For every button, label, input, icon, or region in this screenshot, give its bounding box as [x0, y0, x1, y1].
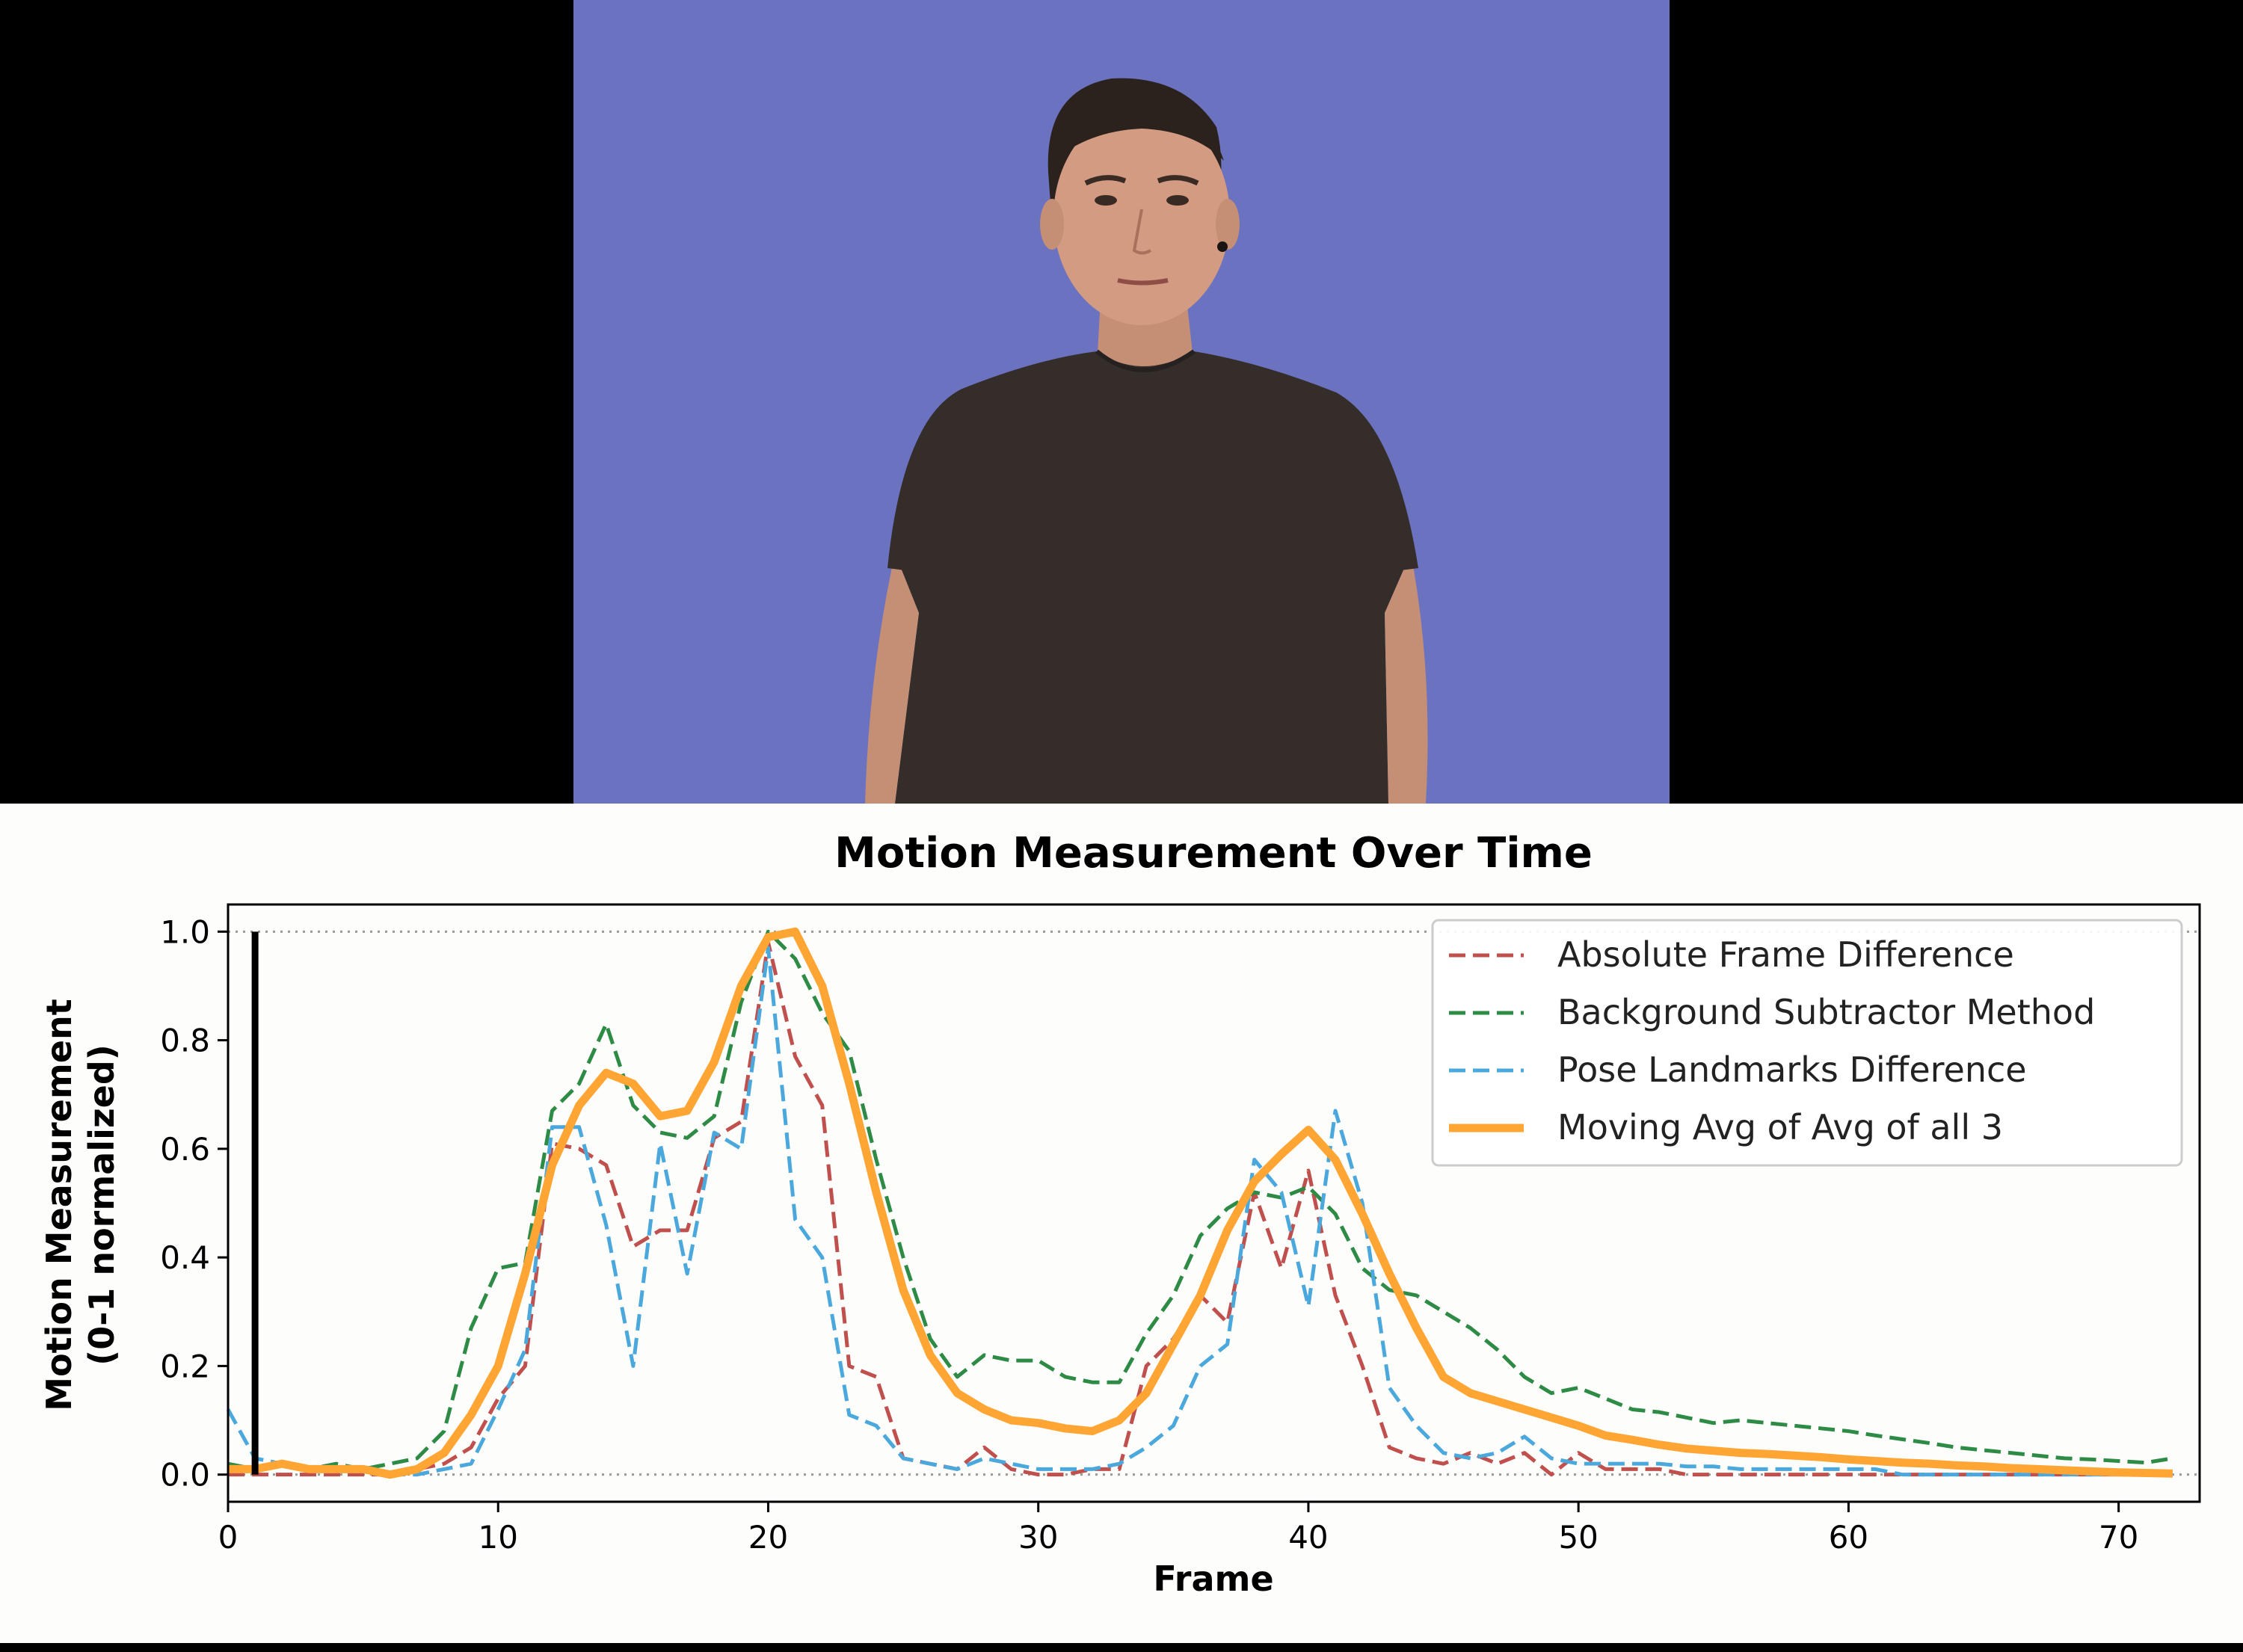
plot-panel: Motion Measurement Over Time 0 10 20 30 40 50… [0, 804, 2243, 1643]
y-axis-label-line-2: (0-1 normalized) [81, 1044, 122, 1366]
legend-label-1: Background Subtractor Method [1557, 992, 2095, 1032]
y-tick-label: 1.0 [160, 913, 210, 950]
legend-label-3: Moving Avg of Avg of all 3 [1557, 1107, 2003, 1147]
series-line-3 [228, 927, 2173, 1479]
video-panel [0, 0, 2243, 804]
signer-image [573, 0, 1670, 804]
y-tick-label: 0.2 [160, 1348, 210, 1384]
series-line-1 [227, 929, 2173, 1471]
motion-chart: Motion Measurement Over Time 0 10 20 30 40 50… [39, 829, 2201, 1599]
video-frame [573, 0, 1670, 804]
y-tick-label: 0.6 [160, 1131, 210, 1168]
y-axis-label: Motion Measurement (0-1 normalized) [39, 999, 122, 1411]
x-tick-label: 10 [479, 1519, 518, 1556]
y-axis-label-line-1: Motion Measurement [39, 999, 79, 1411]
series-line-2 [226, 946, 2173, 1477]
y-tick-label: 0.4 [160, 1239, 210, 1276]
legend: Absolute Frame Difference Background Subt… [1431, 919, 2183, 1167]
bottom-border [0, 1643, 2243, 1652]
x-tick-label: 50 [1558, 1519, 1598, 1556]
x-tick-label: 70 [2099, 1519, 2138, 1556]
x-tick-label: 60 [1829, 1519, 1868, 1556]
axes-frame [227, 903, 2201, 1503]
x-tick-label: 20 [748, 1519, 788, 1556]
x-tick-label: 0 [218, 1519, 239, 1556]
y-tick-label: 0.8 [160, 1023, 210, 1059]
legend-label-0: Absolute Frame Difference [1557, 934, 2014, 975]
chart-title: Motion Measurement Over Time [834, 829, 1593, 878]
legend-label-2: Pose Landmarks Difference [1557, 1050, 2027, 1090]
axis-ticks: 0 10 20 30 40 50 60 70 0.0 0.2 0.4 0.6 0.8 1.0 [160, 913, 2138, 1556]
y-tick-label: 0.0 [160, 1457, 210, 1494]
x-axis-label: Frame [1153, 1559, 1273, 1599]
x-tick-label: 40 [1288, 1519, 1328, 1556]
x-tick-label: 30 [1018, 1519, 1058, 1556]
series-lines [226, 927, 2173, 1479]
legend-box [1431, 919, 2183, 1167]
